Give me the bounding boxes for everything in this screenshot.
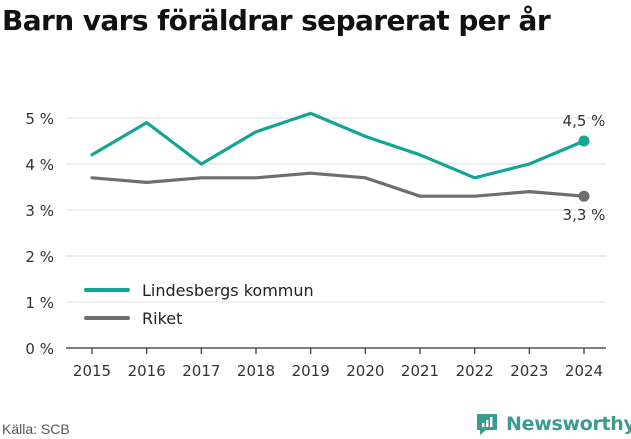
y-tick-label: 3 % — [25, 202, 54, 220]
x-tick-label: 2016 — [128, 362, 166, 380]
y-tick-label: 1 % — [25, 294, 54, 312]
x-tick-label: 2023 — [510, 362, 548, 380]
line-chart: 0 %1 %2 %3 %4 %5 % 2015 2016 2017 2018 2019 2… — [25, 110, 606, 380]
y-axis-tick-labels: 0 % 1 % 2 % 3 % 4 % 5 % — [25, 110, 54, 358]
newsworthy-logo-icon — [477, 414, 497, 435]
series-end-point-0 — [578, 135, 590, 147]
series-lines — [90, 111, 590, 202]
series-line-0 — [90, 111, 586, 180]
grid-lines — [66, 117, 606, 303]
x-tick-label: 2015 — [73, 362, 111, 380]
legend-label-1: Riket — [142, 309, 182, 328]
series-end-point-1 — [578, 190, 590, 202]
y-tick-label: 2 % — [25, 248, 54, 266]
x-tick-label: 2018 — [237, 362, 275, 380]
y-tick-label: 0 % — [25, 340, 54, 358]
legend: Lindesbergs kommun Riket — [84, 281, 314, 328]
end-label-1: 3,3 % — [563, 206, 606, 224]
x-tick-label: 2017 — [182, 362, 220, 380]
x-tick-label: 2019 — [292, 362, 330, 380]
series-line-1 — [90, 171, 586, 198]
y-tick-label: 4 % — [25, 156, 54, 174]
x-axis: 2015 2016 2017 2018 2019 2020 2021 2022 2023 2024 — [66, 347, 606, 380]
legend-label-0: Lindesbergs kommun — [142, 281, 314, 300]
y-tick-label: 5 % — [25, 110, 54, 128]
x-tick-label: 2021 — [401, 362, 439, 380]
end-labels: 4,5 % 3,3 % — [563, 112, 606, 224]
x-tick-label: 2020 — [346, 362, 384, 380]
x-tick-label: 2024 — [565, 362, 603, 380]
source-note: Källa: SCB — [2, 421, 70, 437]
end-label-0: 4,5 % — [563, 112, 606, 130]
brand-logo[interactable]: Newsworthy — [474, 411, 631, 437]
brand-name: Newsworthy — [506, 413, 631, 435]
x-tick-label: 2022 — [456, 362, 494, 380]
chart-title: Barn vars föräldrar separerat per år — [2, 4, 551, 37]
